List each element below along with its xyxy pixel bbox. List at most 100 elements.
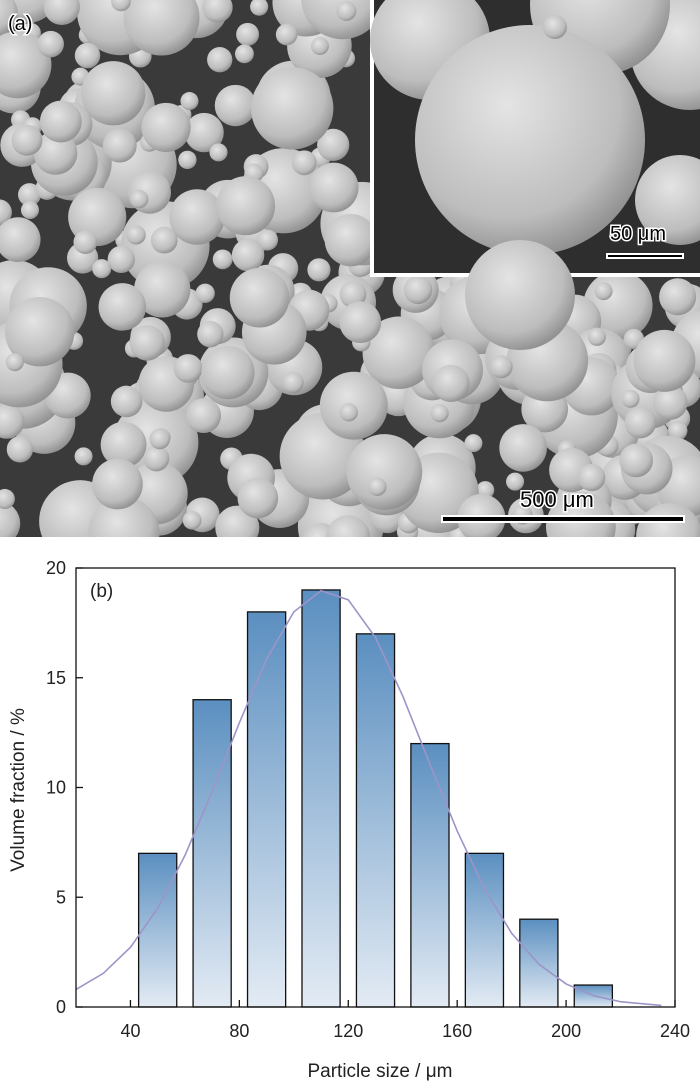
- particle: [368, 477, 387, 497]
- inset-particle: [635, 155, 700, 245]
- bar: [192, 699, 232, 1008]
- particle: [308, 162, 359, 213]
- x-axis-label: Particle size / μm: [307, 1061, 452, 1082]
- sem-image: 50 μm (a) 500 μm: [0, 0, 700, 537]
- panel-label: (b): [90, 581, 113, 602]
- particle: [6, 436, 34, 463]
- particle: [464, 434, 483, 453]
- particle: [326, 515, 371, 537]
- particle: [202, 0, 233, 23]
- y-tick-label: 15: [46, 668, 66, 688]
- panel-label: (a): [8, 13, 32, 35]
- x-tick-label: 80: [229, 1021, 249, 1041]
- bar: [301, 589, 341, 1008]
- particle: [98, 283, 147, 331]
- particle: [403, 275, 433, 305]
- particle: [212, 249, 233, 270]
- particle: [250, 0, 269, 16]
- scale-bar: [441, 515, 685, 523]
- particle: [5, 353, 24, 372]
- particle: [195, 283, 215, 304]
- particle: [216, 176, 276, 236]
- particle: [668, 421, 688, 441]
- particle: [229, 267, 290, 328]
- particle: [633, 329, 696, 392]
- particle: [432, 364, 470, 403]
- particle: [653, 385, 688, 420]
- inset-particle: [415, 25, 645, 255]
- particle: [150, 226, 178, 254]
- particle: [594, 282, 613, 301]
- particle: [178, 150, 197, 170]
- particle: [250, 67, 334, 150]
- particle: [317, 128, 350, 161]
- x-tick-label: 160: [442, 1021, 472, 1041]
- x-tick-label: 120: [333, 1021, 363, 1041]
- particle: [37, 30, 64, 58]
- particle: [619, 443, 654, 478]
- x-tick-label: 200: [551, 1021, 581, 1041]
- particle: [123, 0, 200, 56]
- particles: [0, 0, 700, 537]
- particle: [336, 1, 357, 21]
- particle: [149, 428, 171, 450]
- particle: [209, 143, 228, 162]
- particle: [173, 354, 203, 383]
- particle: [0, 403, 25, 439]
- particle: [201, 345, 255, 400]
- particle: [74, 42, 101, 69]
- particle: [0, 0, 18, 36]
- particle: [587, 327, 607, 346]
- particle: [33, 131, 78, 175]
- particle: [11, 124, 43, 156]
- particle: [307, 258, 331, 282]
- particle: [339, 403, 358, 422]
- particle: [310, 37, 329, 56]
- particle: [141, 102, 191, 153]
- y-axis-label: Volume fraction / %: [8, 708, 29, 872]
- particle: [0, 501, 21, 537]
- particle: [43, 0, 80, 25]
- x-tick-label: 40: [120, 1021, 140, 1041]
- particle: [577, 463, 606, 492]
- particle: [143, 445, 170, 472]
- particle: [659, 278, 697, 316]
- inset-particle: [465, 240, 575, 350]
- inset-scale-label: 50 μm: [610, 223, 666, 245]
- particle: [621, 389, 640, 408]
- chart: (b) Particle size / μm Volume fraction /…: [8, 558, 690, 1082]
- particle: [73, 230, 98, 255]
- particle: [129, 325, 165, 361]
- x-tick-label: 240: [660, 1021, 690, 1041]
- particle: [74, 447, 93, 466]
- particle: [339, 281, 367, 308]
- particle: [134, 261, 191, 318]
- particle: [499, 424, 547, 472]
- particle: [346, 434, 423, 510]
- particle: [237, 477, 279, 519]
- particle: [81, 61, 146, 126]
- inset-particle: [543, 15, 567, 39]
- particle: [20, 201, 40, 220]
- particle: [100, 421, 147, 468]
- particle: [88, 497, 160, 537]
- particle: [197, 320, 224, 348]
- particle: [207, 47, 233, 73]
- particle: [362, 316, 436, 390]
- particle: [231, 238, 265, 272]
- particle: [506, 472, 525, 491]
- bar: [246, 611, 287, 1008]
- y-tick-label: 10: [46, 778, 66, 798]
- particle: [545, 491, 616, 537]
- particle: [430, 404, 449, 423]
- particle: [236, 22, 260, 46]
- particle: [92, 259, 112, 279]
- bar: [355, 633, 396, 1008]
- particle: [39, 100, 82, 143]
- particle: [186, 398, 222, 434]
- particle: [339, 301, 382, 344]
- particle: [291, 150, 317, 176]
- particle: [214, 84, 257, 127]
- particle: [18, 183, 42, 207]
- bar: [410, 742, 450, 1008]
